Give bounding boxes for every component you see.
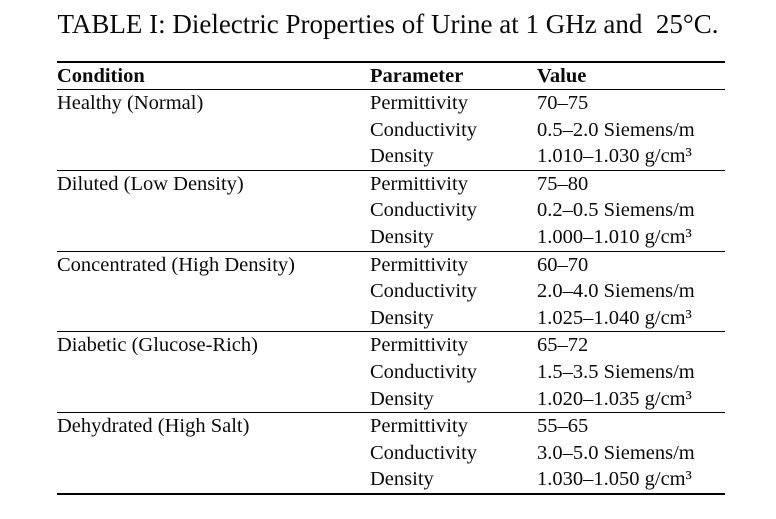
value-cell: 1.030–1.050 g/cm³ (537, 468, 692, 491)
table-row: Conductivity 2.0–4.0 Siemens/m (57, 278, 725, 305)
table-caption: TABLE I: Dielectric Properties of Urine … (57, 9, 719, 39)
value-cell: 3.0–5.0 Siemens/m (537, 441, 695, 464)
condition-group: Diluted (Low Density) Permittivity 75–80 Co… (57, 170, 725, 251)
column-header-condition: Condition (57, 62, 370, 90)
value-cell: 55–65 (537, 415, 589, 438)
table-row: Conductivity 3.0–5.0 Siemens/m (57, 440, 725, 467)
table-row: Diabetic (Glucose-Rich) Permittivity 65–72 (57, 332, 725, 359)
column-header-parameter: Parameter (370, 62, 537, 90)
table-row: Diluted (Low Density) Permittivity 75–80 (57, 170, 725, 197)
value-cell: 1.010–1.030 g/cm³ (537, 145, 692, 168)
value-cell: 60–70 (537, 253, 589, 276)
value-cell: 75–80 (537, 172, 589, 195)
parameter-cell: Conductivity (370, 199, 478, 222)
header-row: Condition Parameter Value (57, 62, 725, 90)
value-cell: 70–75 (537, 92, 589, 114)
parameter-cell: Density (370, 225, 434, 248)
table-row: Density 1.010–1.030 g/cm³ (57, 143, 725, 170)
value-cell: 65–72 (537, 334, 589, 357)
condition-cell: Healthy (Normal) (57, 92, 204, 114)
table-row: Conductivity 0.2–0.5 Siemens/m (57, 197, 725, 224)
table-row: Conductivity 0.5–2.0 Siemens/m (57, 117, 725, 144)
column-header-value: Value (537, 62, 725, 90)
condition-group: Healthy (Normal) Permittivity 70–75 Conduct… (57, 89, 725, 171)
table-row: Dehydrated (High Salt) Permittivity 55–65 (57, 413, 725, 440)
parameter-cell: Permittivity (370, 253, 468, 276)
condition-cell: Dehydrated (High Salt) (57, 415, 250, 438)
condition-group: Diabetic (Glucose-Rich) Permittivity 65–72… (57, 331, 725, 413)
table-header: Condition Parameter Value (57, 62, 725, 90)
condition-cell: Diluted (Low Density) (57, 172, 244, 195)
table-row: Conductivity 1.5–3.5 Siemens/m (57, 359, 725, 386)
value-cell: 1.5–3.5 Siemens/m (537, 360, 695, 383)
value-cell: 1.020–1.035 g/cm³ (537, 387, 692, 410)
parameter-cell: Conductivity (370, 360, 478, 383)
parameter-cell: Conductivity (370, 118, 478, 141)
condition-cell: Diabetic (Glucose-Rich) (57, 334, 258, 357)
value-cell: 2.0–4.0 Siemens/m (537, 280, 695, 303)
value-cell: 1.025–1.040 g/cm³ (537, 306, 692, 329)
value-cell: 0.2–0.5 Siemens/m (537, 199, 695, 222)
value-cell: 1.000–1.010 g/cm³ (537, 225, 692, 248)
parameter-cell: Permittivity (370, 415, 468, 438)
table-row: Density 1.020–1.035 g/cm³ (57, 386, 725, 413)
parameter-cell: Conductivity (370, 441, 478, 464)
dielectric-properties-table: Condition Parameter Value Healthy (Norma… (57, 61, 725, 495)
table-row: Density 1.030–1.050 g/cm³ (57, 466, 725, 494)
condition-group: Concentrated (High Density) Permittivity 6… (57, 251, 725, 332)
parameter-cell: Density (370, 468, 434, 491)
parameter-cell: Permittivity (370, 334, 468, 357)
condition-group: Dehydrated (High Salt) Permittivity 55–65 C… (57, 412, 725, 494)
condition-cell: Concentrated (High Density) (57, 253, 295, 276)
table-row: Healthy (Normal) Permittivity 70–75 (57, 90, 725, 117)
parameter-cell: Conductivity (370, 280, 478, 303)
parameter-cell: Permittivity (370, 92, 468, 114)
table-row: Density 1.000–1.010 g/cm³ (57, 224, 725, 251)
table-row: Concentrated (High Density) Permittivity 6… (57, 251, 725, 278)
parameter-cell: Density (370, 306, 434, 329)
parameter-cell: Density (370, 387, 434, 410)
table-row: Density 1.025–1.040 g/cm³ (57, 305, 725, 332)
parameter-cell: Density (370, 145, 434, 168)
value-cell: 0.5–2.0 Siemens/m (537, 118, 695, 141)
parameter-cell: Permittivity (370, 172, 468, 195)
